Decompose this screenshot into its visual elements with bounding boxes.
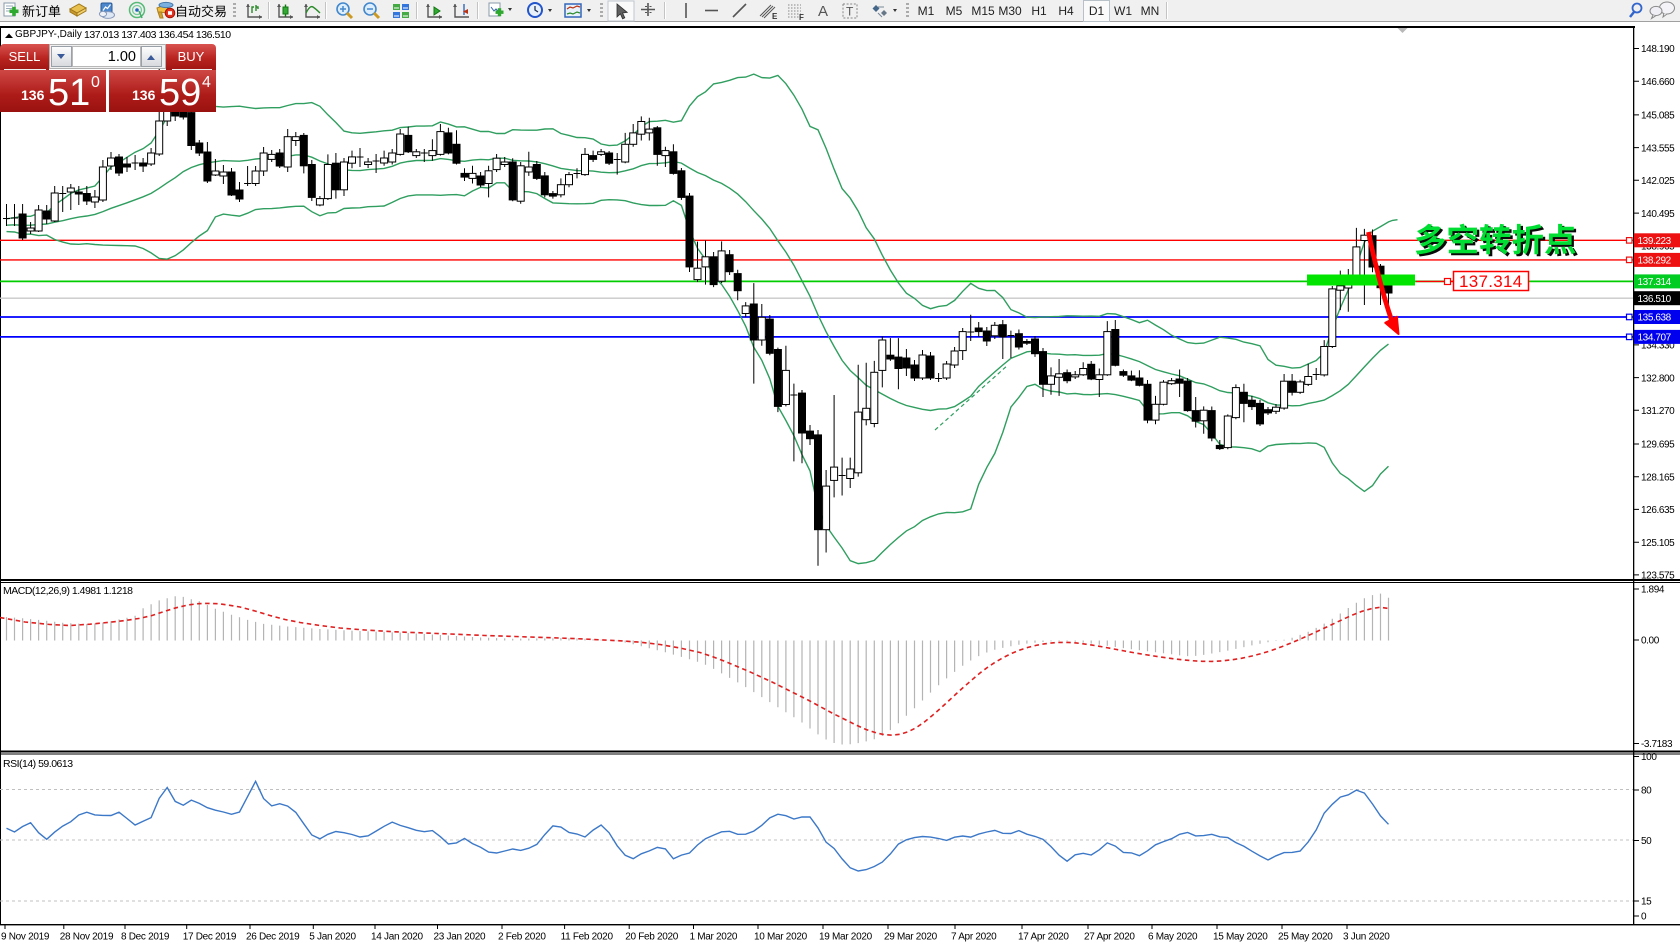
svg-text:0: 0 [1641,912,1647,923]
svg-text:134.330: 134.330 [1641,341,1675,352]
svg-text:14 Jan 2020: 14 Jan 2020 [371,932,423,943]
svg-text:80: 80 [1641,786,1652,797]
svg-text:126.635: 126.635 [1641,505,1675,516]
svg-text:T: T [846,5,854,19]
svg-text:139.223: 139.223 [1638,236,1672,247]
svg-text:148.190: 148.190 [1641,44,1675,55]
svg-text:10 Mar 2020: 10 Mar 2020 [754,932,808,943]
svg-text:8 Dec 2019: 8 Dec 2019 [121,932,170,943]
svg-text:138.292: 138.292 [1638,256,1672,267]
svg-text:1 Mar 2020: 1 Mar 2020 [690,932,738,943]
svg-text:137.314: 137.314 [1459,272,1523,291]
svg-text:20 Feb 2020: 20 Feb 2020 [625,932,679,943]
svg-text:140.495: 140.495 [1641,209,1675,220]
svg-text:142.025: 142.025 [1641,176,1675,187]
svg-text:11 Feb 2020: 11 Feb 2020 [561,932,614,943]
svg-text:137.314: 137.314 [1638,277,1672,288]
svg-text:MACD(12,26,9) 1.4981 1.1218: MACD(12,26,9) 1.4981 1.1218 [3,585,133,597]
svg-text:136.510: 136.510 [1638,294,1672,305]
svg-text:A: A [818,3,828,20]
svg-text:135.638: 135.638 [1638,313,1672,324]
svg-text:2 Feb 2020: 2 Feb 2020 [498,932,546,943]
svg-text:100: 100 [1641,752,1657,763]
svg-text:RSI(14) 59.0613: RSI(14) 59.0613 [3,758,73,770]
svg-text:19 Mar 2020: 19 Mar 2020 [819,932,873,943]
svg-text:6 May 2020: 6 May 2020 [1148,932,1198,943]
svg-text:1.894: 1.894 [1641,585,1665,596]
svg-text:129.695: 129.695 [1641,440,1675,451]
svg-text:9 Nov 2019: 9 Nov 2019 [1,932,50,943]
svg-text:25 May 2020: 25 May 2020 [1278,932,1333,943]
svg-text:27 Apr 2020: 27 Apr 2020 [1084,932,1135,943]
svg-text:29 Mar 2020: 29 Mar 2020 [884,932,938,943]
svg-text:128.165: 128.165 [1641,472,1675,483]
svg-text:132.800: 132.800 [1641,373,1675,384]
svg-text:146.660: 146.660 [1641,77,1675,88]
svg-text:0.00: 0.00 [1641,636,1660,647]
svg-text:28 Nov 2019: 28 Nov 2019 [60,932,114,943]
svg-text:23 Jan 2020: 23 Jan 2020 [434,932,486,943]
svg-text:134.707: 134.707 [1638,333,1672,344]
svg-text:15 May 2020: 15 May 2020 [1213,932,1268,943]
svg-text:15: 15 [1641,897,1652,908]
svg-text:F: F [799,13,804,22]
svg-text:143.555: 143.555 [1641,143,1675,154]
svg-text:131.270: 131.270 [1641,406,1675,417]
svg-text:E: E [772,12,778,21]
svg-text:17 Apr 2020: 17 Apr 2020 [1018,932,1069,943]
svg-text:123.575: 123.575 [1641,571,1675,582]
svg-text:50: 50 [1641,836,1652,847]
svg-text:125.105: 125.105 [1641,538,1675,549]
svg-text:7 Apr 2020: 7 Apr 2020 [951,932,997,943]
svg-text:-3.7183: -3.7183 [1641,739,1673,750]
svg-text:5 Jan 2020: 5 Jan 2020 [309,932,356,943]
svg-text:17 Dec 2019: 17 Dec 2019 [183,932,237,943]
svg-text:26 Dec 2019: 26 Dec 2019 [246,932,300,943]
svg-text:145.085: 145.085 [1641,111,1675,122]
svg-text:3 Jun 2020: 3 Jun 2020 [1343,932,1390,943]
